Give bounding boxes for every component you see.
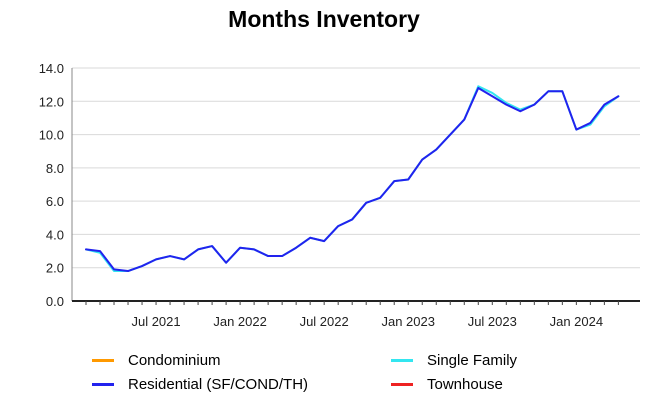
- series-layer: [85, 85, 620, 273]
- y-tick-label: 14.0: [39, 61, 64, 76]
- x-tick-labels: Jul 2021 Jan 2022 Jul 2022 Jan 2023 Jul 2023…: [131, 314, 603, 329]
- x-tick-label: Jan 2022: [213, 314, 267, 329]
- y-tick-label: 8.0: [46, 161, 64, 176]
- x-tick-label: Jul 2021: [131, 314, 180, 329]
- y-tick-label: 2.0: [46, 261, 64, 276]
- y-tick-label: 6.0: [46, 194, 64, 209]
- y-tick-label: 4.0: [46, 227, 64, 242]
- x-tick-label: Jan 2023: [381, 314, 435, 329]
- y-tick-label: 0.0: [46, 294, 64, 309]
- chart-title: Months Inventory: [228, 6, 420, 32]
- series-line-single-family: [85, 85, 620, 273]
- y-tick-labels: 0.0 2.0 4.0 6.0 8.0 10.0 12.0 14.0: [39, 61, 64, 309]
- y-tick-label: 10.0: [39, 128, 64, 143]
- grid-layer: [72, 67, 640, 269]
- x-tick-label: Jan 2024: [550, 314, 604, 329]
- y-tick-label: 12.0: [39, 94, 64, 109]
- series-line-residential-sf-cond-th: [85, 86, 620, 273]
- x-tick-label: Jul 2023: [468, 314, 517, 329]
- x-tick-label: Jul 2022: [300, 314, 349, 329]
- axis-layer: [71, 68, 640, 305]
